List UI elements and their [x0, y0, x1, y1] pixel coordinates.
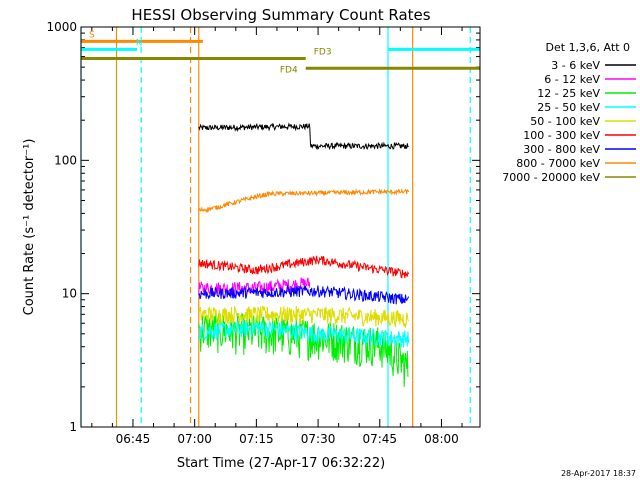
x-tick-label: 06:45 [116, 432, 151, 446]
legend-entry-label: 3 - 6 keV [551, 59, 600, 72]
x-tick-label: 07:00 [177, 432, 212, 446]
legend-entry-label: 12 - 25 keV [537, 87, 600, 100]
state-bar-label: FD4 [280, 65, 298, 75]
axes-layer: 06:45 07:00 07:15 07:30 07:45 08:00 1 10 100 1000 [46, 20, 480, 446]
series-line [198, 284, 410, 305]
series-line [198, 305, 410, 329]
y-tick-label: 1000 [46, 20, 77, 34]
chart-title: HESSI Observing Summary Count Rates [131, 6, 430, 24]
y-axis-label: Count Rate (s⁻¹ detector⁻¹) [22, 139, 37, 316]
legend-title: Det 1,3,6, Att 0 [546, 41, 630, 54]
x-tick-label: 07:30 [301, 432, 336, 446]
footer-timestamp: 28-Apr-2017 18:37 [561, 469, 636, 478]
legend-entry-label: 50 - 100 keV [530, 115, 600, 128]
series-line [198, 255, 410, 279]
y-tick-label: 10 [62, 287, 77, 301]
x-tick-label: 07:15 [239, 432, 274, 446]
x-tick-label: 08:00 [424, 432, 459, 446]
legend-entry-label: 7000 - 20000 keV [502, 171, 600, 184]
series-layer [198, 122, 410, 387]
x-axis-label: Start Time (27-Apr-17 06:32:22) [177, 456, 385, 471]
state-bar-layer: S N FD3 FD4 [81, 30, 480, 75]
legend-entry-label: 300 - 800 keV [523, 143, 600, 156]
legend-entry-label: 800 - 7000 keV [516, 157, 600, 170]
state-bar-label: N [136, 38, 143, 48]
legend-entry-label: 25 - 50 keV [537, 101, 600, 114]
series-line [198, 187, 410, 214]
y-tick-label: 100 [54, 153, 77, 167]
state-bar-label: FD3 [314, 48, 332, 58]
state-bar-label: S [89, 30, 95, 40]
plot-frame [80, 26, 481, 428]
series-line [198, 122, 409, 151]
x-tick-label: 07:45 [362, 432, 397, 446]
legend-entry-label: 6 - 12 keV [544, 73, 600, 86]
legend-entry-label: 100 - 300 keV [523, 129, 600, 142]
y-tick-label: 1 [69, 420, 77, 434]
